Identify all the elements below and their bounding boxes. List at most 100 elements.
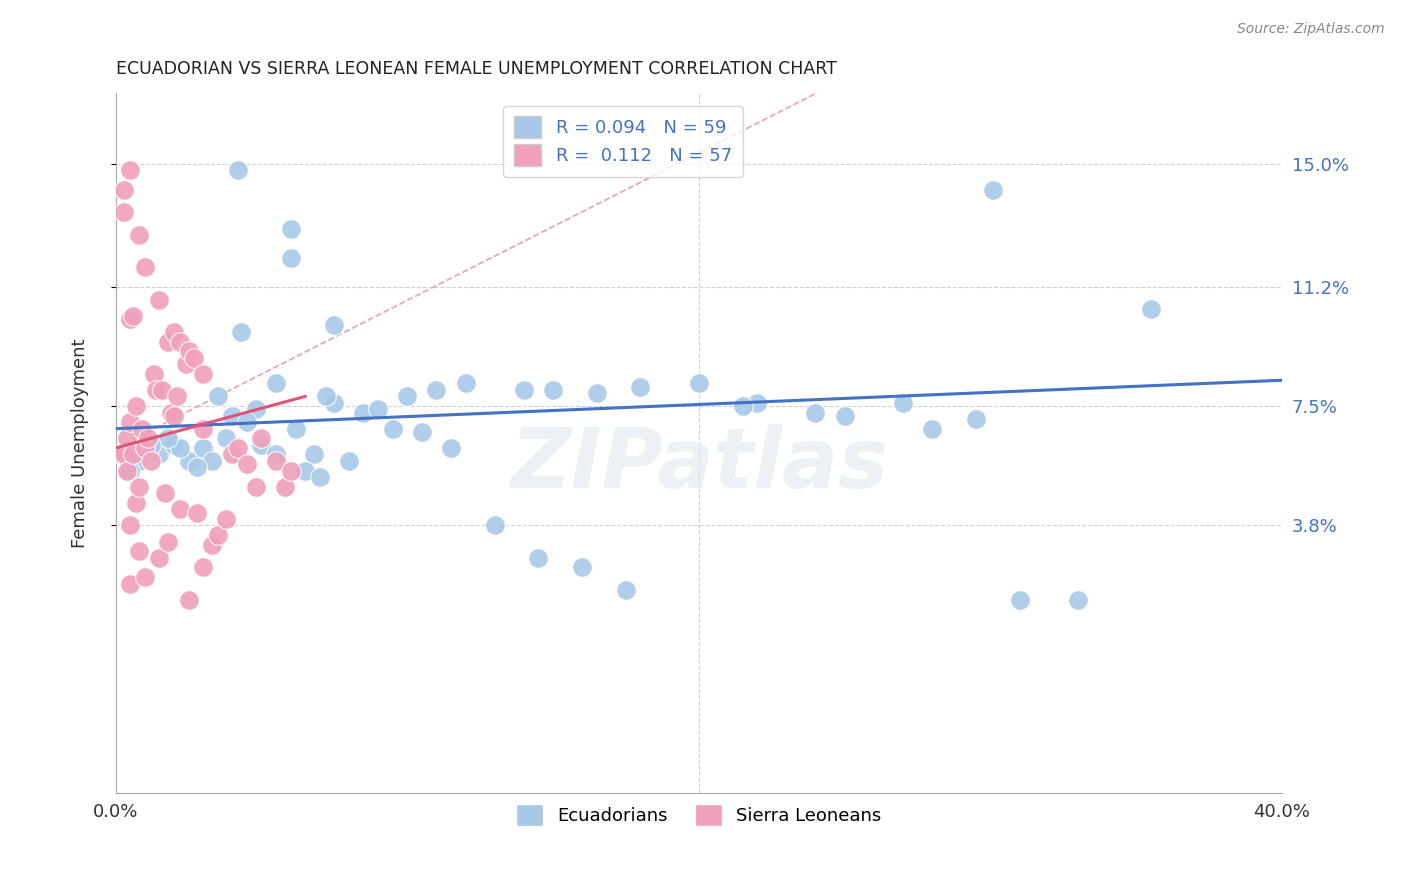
Point: [125, 399, 148, 413]
Point: [411, 425, 433, 439]
Point: [134, 260, 156, 275]
Point: [630, 380, 652, 394]
Point: [221, 409, 243, 423]
Point: [264, 448, 287, 462]
Point: [191, 367, 214, 381]
Point: [191, 441, 214, 455]
Point: [396, 389, 419, 403]
Point: [145, 383, 167, 397]
Point: [122, 309, 145, 323]
Point: [484, 518, 506, 533]
Point: [207, 389, 229, 403]
Point: [112, 448, 135, 462]
Point: [1008, 592, 1031, 607]
Point: [177, 454, 200, 468]
Point: [117, 431, 139, 445]
Point: [157, 534, 180, 549]
Point: [585, 386, 607, 401]
Point: [183, 351, 205, 365]
Point: [120, 576, 142, 591]
Point: [201, 538, 224, 552]
Text: ECUADORIAN VS SIERRA LEONEAN FEMALE UNEMPLOYMENT CORRELATION CHART: ECUADORIAN VS SIERRA LEONEAN FEMALE UNEM…: [115, 60, 837, 78]
Point: [166, 389, 188, 403]
Point: [688, 376, 710, 391]
Point: [337, 454, 360, 468]
Point: [169, 502, 191, 516]
Point: [454, 376, 477, 391]
Point: [120, 518, 142, 533]
Point: [201, 454, 224, 468]
Point: [614, 582, 637, 597]
Point: [142, 367, 165, 381]
Point: [834, 409, 856, 423]
Point: [150, 383, 173, 397]
Point: [745, 396, 768, 410]
Point: [302, 448, 325, 462]
Point: [215, 512, 238, 526]
Point: [186, 506, 208, 520]
Point: [131, 422, 153, 436]
Point: [169, 441, 191, 455]
Point: [250, 431, 273, 445]
Point: [381, 422, 404, 436]
Point: [1139, 302, 1161, 317]
Point: [280, 251, 302, 265]
Point: [177, 592, 200, 607]
Text: ZIPatlas: ZIPatlas: [510, 424, 887, 505]
Point: [226, 441, 249, 455]
Point: [264, 376, 287, 391]
Point: [891, 396, 914, 410]
Text: Source: ZipAtlas.com: Source: ZipAtlas.com: [1237, 22, 1385, 37]
Point: [157, 334, 180, 349]
Point: [315, 389, 337, 403]
Point: [120, 312, 142, 326]
Point: [191, 560, 214, 574]
Point: [921, 422, 943, 436]
Point: [128, 544, 150, 558]
Point: [139, 438, 162, 452]
Point: [128, 480, 150, 494]
Point: [148, 293, 170, 307]
Point: [323, 318, 346, 333]
Point: [280, 464, 302, 478]
Point: [128, 227, 150, 242]
Point: [112, 205, 135, 219]
Point: [148, 448, 170, 462]
Point: [207, 528, 229, 542]
Point: [323, 396, 346, 410]
Point: [139, 454, 162, 468]
Point: [367, 402, 389, 417]
Point: [221, 448, 243, 462]
Point: [294, 464, 316, 478]
Point: [353, 405, 375, 419]
Point: [264, 454, 287, 468]
Point: [245, 402, 267, 417]
Point: [125, 496, 148, 510]
Point: [245, 480, 267, 494]
Point: [191, 422, 214, 436]
Point: [136, 431, 159, 445]
Point: [541, 383, 564, 397]
Point: [153, 486, 176, 500]
Point: [186, 460, 208, 475]
Point: [134, 441, 156, 455]
Point: [120, 464, 142, 478]
Point: [163, 409, 186, 423]
Point: [250, 438, 273, 452]
Point: [440, 441, 463, 455]
Y-axis label: Female Unemployment: Female Unemployment: [72, 338, 89, 548]
Point: [308, 470, 330, 484]
Point: [965, 412, 987, 426]
Point: [981, 183, 1004, 197]
Point: [731, 399, 754, 413]
Point: [169, 334, 191, 349]
Point: [425, 383, 447, 397]
Point: [229, 325, 252, 339]
Point: [112, 183, 135, 197]
Point: [215, 431, 238, 445]
Point: [134, 570, 156, 584]
Point: [274, 480, 297, 494]
Point: [117, 464, 139, 478]
Point: [157, 431, 180, 445]
Point: [236, 415, 259, 429]
